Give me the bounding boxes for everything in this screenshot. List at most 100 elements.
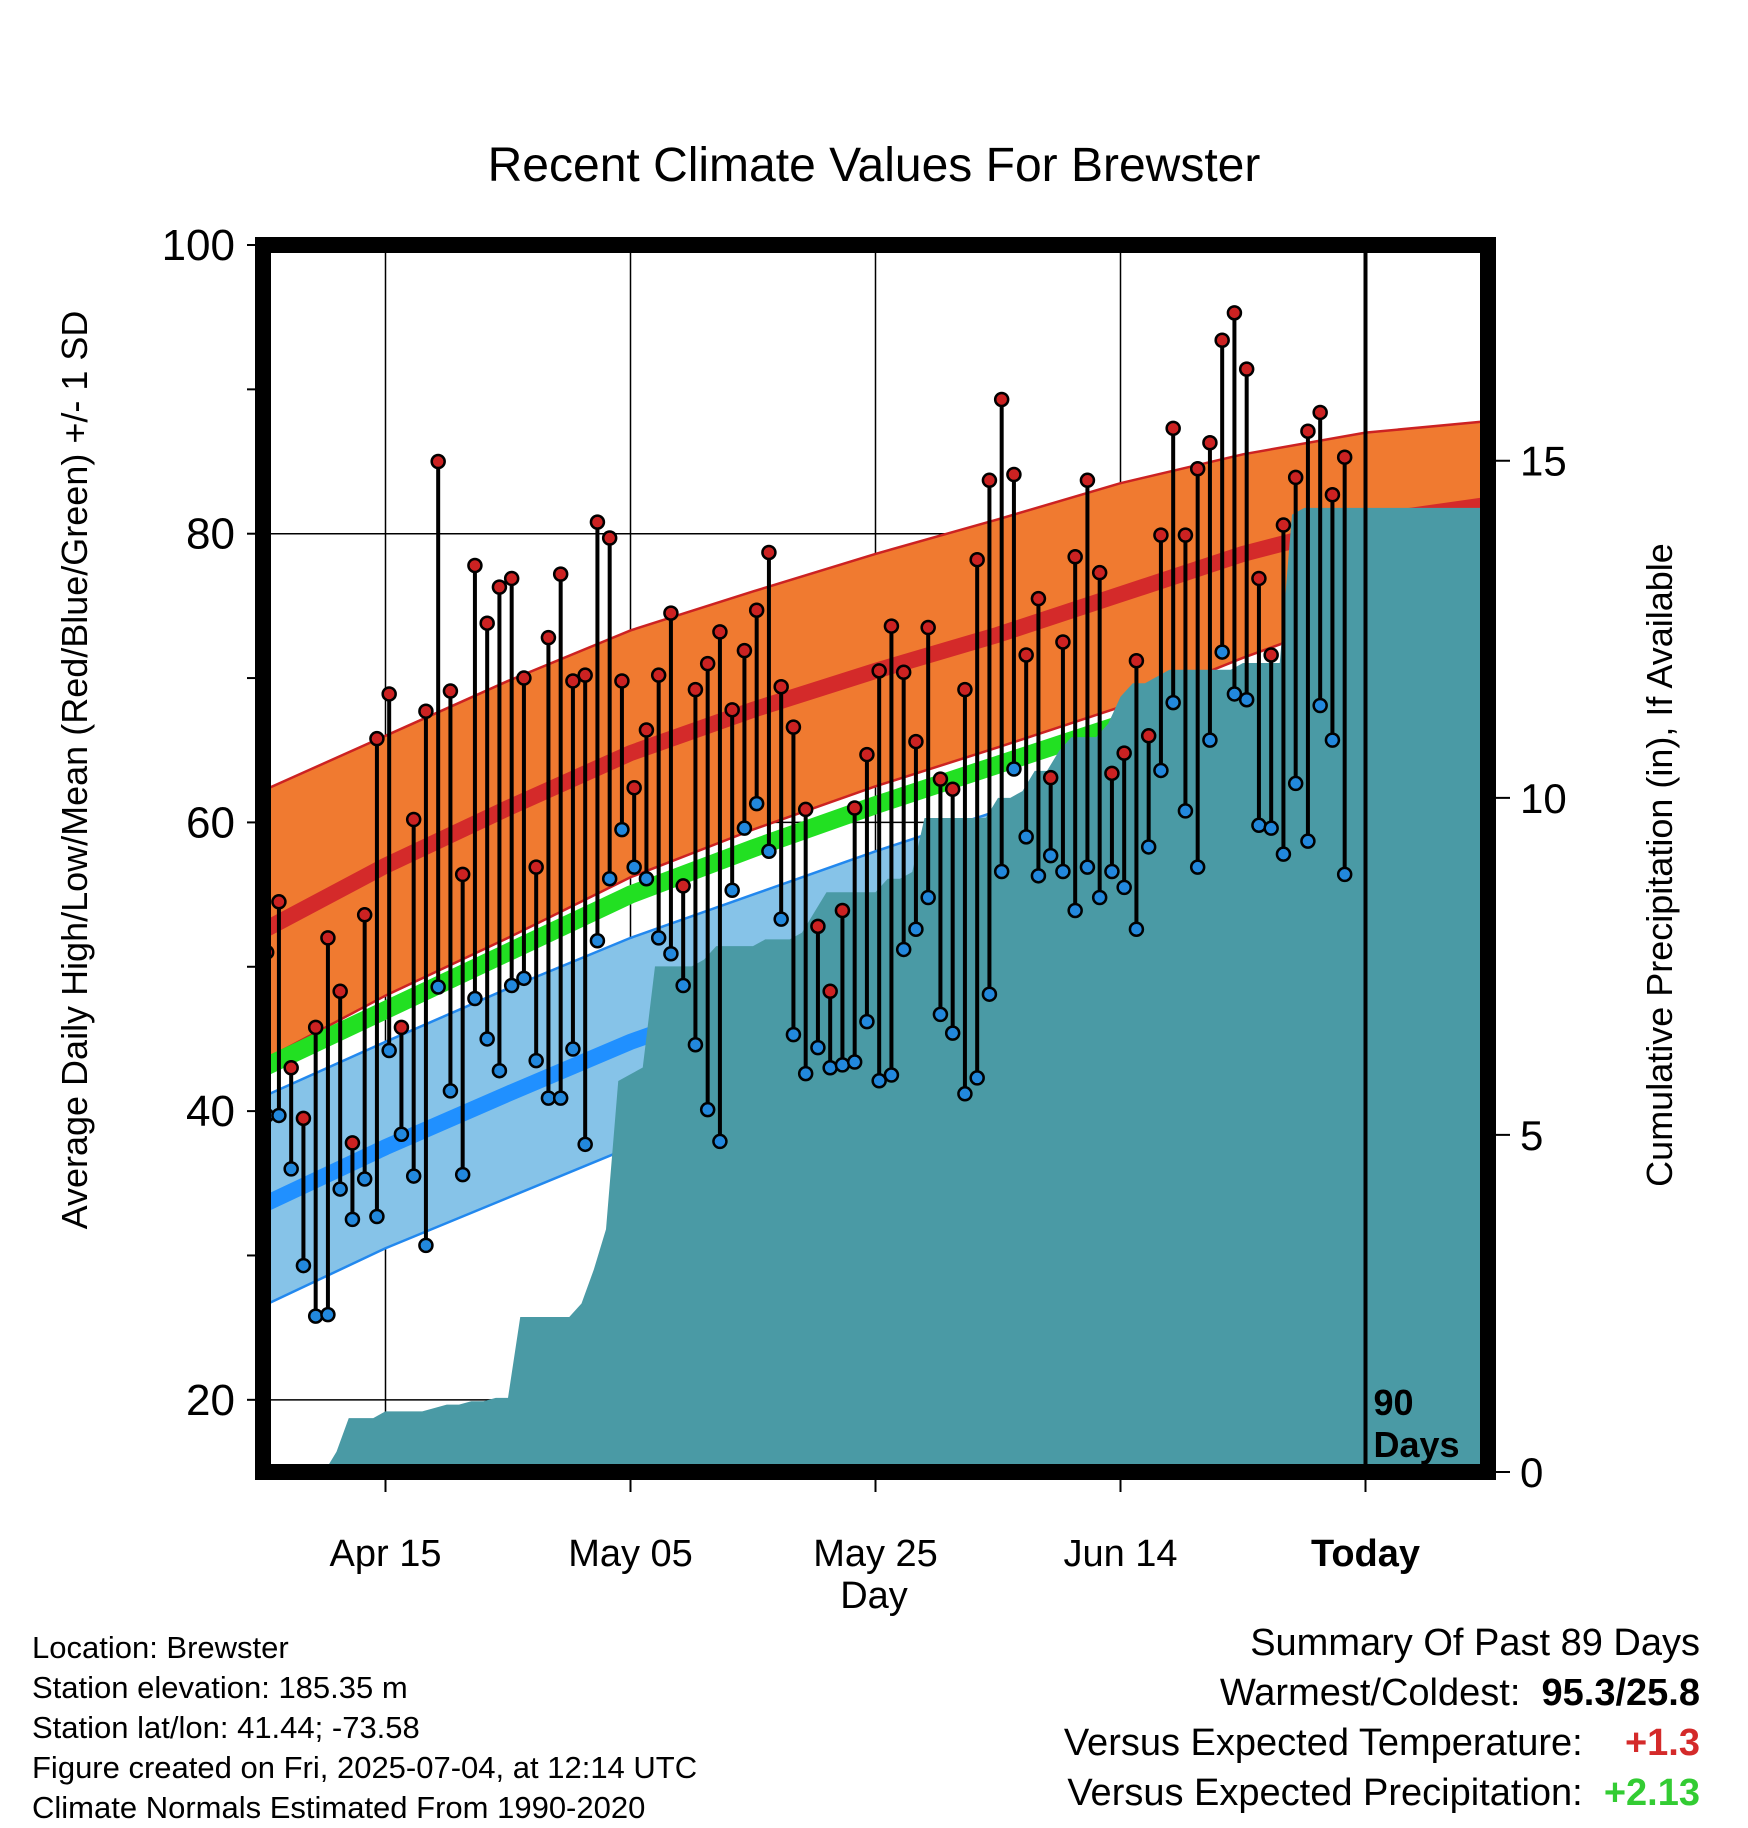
low-point — [528, 1052, 544, 1069]
high-point — [1128, 652, 1145, 669]
low-point — [1055, 863, 1071, 880]
high-point — [381, 686, 397, 702]
high-point — [1116, 745, 1132, 761]
high-point — [418, 703, 434, 720]
high-point — [491, 579, 508, 595]
low-point — [1116, 879, 1132, 896]
x-tick-label: May 25 — [813, 1533, 938, 1575]
low-point — [785, 1026, 802, 1043]
low-point — [356, 1171, 373, 1187]
high-point — [1287, 469, 1304, 486]
high-point — [1263, 647, 1279, 663]
high-point — [883, 618, 900, 634]
info-location: Location: Brewster — [32, 1630, 289, 1665]
x-tick-label: May 05 — [568, 1533, 693, 1575]
high-point — [1177, 527, 1194, 543]
low-point — [1006, 761, 1022, 777]
high-point — [467, 557, 483, 574]
high-point — [516, 670, 532, 686]
high-point — [442, 683, 459, 699]
high-point — [1079, 472, 1096, 489]
high-point — [895, 664, 912, 681]
low-point — [1079, 859, 1096, 875]
low-point — [663, 946, 679, 962]
high-point — [295, 1110, 312, 1127]
high-point — [369, 730, 385, 747]
low-point — [1067, 902, 1083, 919]
low-point — [442, 1083, 459, 1099]
high-point — [320, 930, 336, 946]
high-point — [846, 800, 863, 816]
low-point — [626, 859, 642, 875]
low-point — [675, 977, 691, 994]
low-point — [1214, 644, 1230, 660]
low-point — [761, 843, 777, 860]
high-point — [1238, 361, 1255, 377]
high-point — [552, 566, 569, 582]
low-point — [1238, 691, 1255, 708]
high-point — [1189, 460, 1206, 477]
y2-tick-label: 10 — [1520, 775, 1567, 822]
high-point — [724, 702, 740, 718]
low-point — [748, 795, 765, 812]
low-point — [601, 870, 618, 887]
low-point — [773, 911, 789, 927]
low-point — [736, 820, 753, 836]
high-point — [663, 605, 679, 621]
daily-observations — [258, 305, 1353, 1324]
low-point — [320, 1306, 336, 1323]
low-point — [332, 1181, 348, 1197]
today-days-word: Days — [1374, 1424, 1460, 1465]
summary-temp: Versus Expected Temperature: +1.3 — [1064, 1722, 1700, 1765]
low-point — [810, 1039, 826, 1056]
high-point — [479, 615, 495, 631]
high-point — [344, 1135, 361, 1151]
temp-label: Versus Expected Temperature: — [1063, 1722, 1583, 1764]
low-point — [1128, 921, 1145, 937]
high-point — [785, 719, 802, 735]
low-point — [1042, 847, 1059, 864]
high-point — [699, 655, 716, 672]
low-point — [895, 941, 912, 958]
low-point — [687, 1036, 704, 1053]
low-point — [1202, 732, 1218, 748]
high-point — [957, 681, 973, 698]
high-point — [748, 602, 765, 618]
high-point — [601, 530, 618, 546]
y-tick-label: 100 — [162, 221, 235, 270]
low-point — [1312, 697, 1328, 714]
high-point — [332, 983, 348, 1000]
chart-title: Recent Climate Values For Brewster — [487, 139, 1261, 192]
high-point — [1091, 564, 1108, 581]
y-axis-label: Average Daily High/Low/Mean (Red/Blue/Gr… — [54, 310, 95, 1230]
axes: 20 40 60 80 100 0 5 10 15 Apr 15 May 05 May 25 Jun 1… — [162, 221, 1567, 1575]
high-point — [1251, 570, 1267, 587]
high-point — [283, 1060, 299, 1076]
low-point — [271, 1107, 287, 1124]
low-point — [908, 921, 924, 937]
low-point — [589, 933, 606, 949]
low-point — [307, 1308, 324, 1324]
high-point — [675, 878, 691, 894]
high-point — [1312, 404, 1328, 421]
low-point — [1091, 889, 1108, 906]
high-point — [1214, 332, 1230, 349]
low-point — [1336, 866, 1353, 883]
high-point — [1140, 728, 1157, 744]
low-point — [981, 986, 998, 1002]
warm-cold-value: 95.3/25.8 — [1541, 1672, 1700, 1714]
info-normals: Climate Normals Estimated From 1990-2020 — [32, 1790, 646, 1825]
info-created: Figure created on Fri, 2025-07-04, at 12… — [32, 1750, 698, 1785]
info-latlon: Station lat/lon: 41.44; -73.58 — [32, 1710, 420, 1745]
high-point — [736, 642, 753, 659]
low-point — [1177, 803, 1194, 819]
precip-value: +2.13 — [1603, 1772, 1700, 1814]
low-point — [957, 1086, 973, 1102]
y-tick-label: 60 — [186, 798, 235, 847]
low-point — [1251, 817, 1267, 834]
low-point — [650, 930, 667, 946]
high-point — [1226, 305, 1243, 321]
high-point — [1030, 590, 1047, 607]
low-point — [699, 1101, 716, 1118]
high-point — [393, 1019, 410, 1036]
